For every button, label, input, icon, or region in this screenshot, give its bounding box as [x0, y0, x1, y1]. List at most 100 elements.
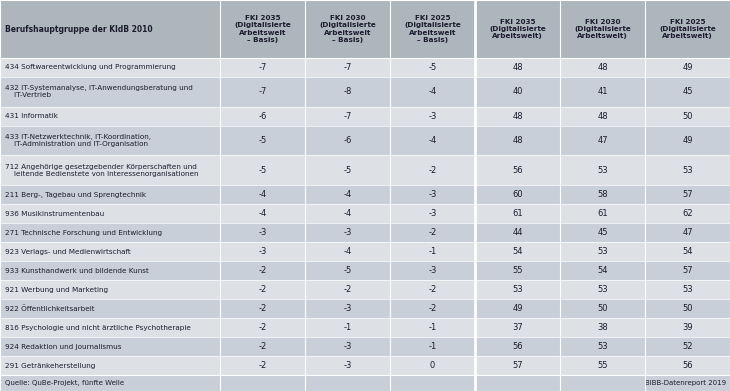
Text: 62: 62 [683, 209, 693, 218]
Text: 933 Kunsthandwerk und bildende Kunst: 933 Kunsthandwerk und bildende Kunst [5, 267, 149, 274]
Text: -3: -3 [429, 190, 437, 199]
Text: -5: -5 [258, 136, 266, 145]
Text: 61: 61 [512, 209, 523, 218]
Text: -7: -7 [343, 112, 352, 121]
Bar [0, 337, 730, 356]
Text: 57: 57 [683, 190, 693, 199]
Bar [0, 204, 730, 223]
Text: 37: 37 [512, 323, 523, 332]
Text: 432 IT-Systemanalyse, IT-Anwendungsberatung und
    IT-Vertrieb: 432 IT-Systemanalyse, IT-Anwendungsberat… [5, 85, 193, 99]
Bar [0, 107, 730, 126]
Text: 48: 48 [512, 112, 523, 121]
Text: 47: 47 [683, 228, 693, 237]
Text: 54: 54 [512, 247, 523, 256]
Text: -4: -4 [343, 247, 352, 256]
Bar [0, 223, 730, 242]
Text: -5: -5 [343, 166, 352, 175]
Text: 47: 47 [597, 136, 608, 145]
Text: -3: -3 [258, 247, 266, 256]
Bar [0, 185, 730, 204]
Text: 48: 48 [597, 112, 608, 121]
Text: 48: 48 [512, 63, 523, 72]
Text: 61: 61 [597, 209, 608, 218]
Text: 57: 57 [512, 361, 523, 370]
Text: 49: 49 [683, 63, 693, 72]
Text: -4: -4 [258, 209, 266, 218]
Text: 48: 48 [512, 136, 523, 145]
Text: 433 IT-Netzwerktechnik, IT-Koordination,
    IT-Administration und IT-Organisati: 433 IT-Netzwerktechnik, IT-Koordination,… [5, 134, 151, 147]
Text: 45: 45 [683, 87, 693, 96]
Text: -1: -1 [343, 323, 352, 332]
Text: -6: -6 [343, 136, 352, 145]
Text: 53: 53 [597, 166, 608, 175]
Text: 53: 53 [597, 285, 608, 294]
Bar [0, 242, 730, 261]
Text: 54: 54 [597, 266, 608, 275]
Bar [0, 126, 730, 155]
Text: -2: -2 [429, 285, 437, 294]
Bar [0, 299, 730, 318]
Bar [0, 356, 730, 375]
Text: 57: 57 [683, 266, 693, 275]
Text: -4: -4 [429, 87, 437, 96]
Bar [0, 280, 730, 299]
Text: -2: -2 [258, 342, 266, 351]
Bar [0, 77, 730, 107]
Text: 55: 55 [512, 266, 523, 275]
Text: 49: 49 [683, 136, 693, 145]
Text: 712 Angehörige gesetzgebender Körperschaften und
    leitende Bedienstete von In: 712 Angehörige gesetzgebender Körperscha… [5, 164, 199, 177]
Text: -2: -2 [258, 285, 266, 294]
Text: Berufshauptgruppe der KldB 2010: Berufshauptgruppe der KldB 2010 [5, 25, 153, 34]
Text: 41: 41 [597, 87, 608, 96]
Text: -2: -2 [429, 166, 437, 175]
Text: -2: -2 [429, 228, 437, 237]
Text: -1: -1 [429, 323, 437, 332]
Text: 49: 49 [512, 304, 523, 313]
Text: -6: -6 [258, 112, 266, 121]
Text: 54: 54 [683, 247, 693, 256]
Text: 39: 39 [683, 323, 693, 332]
Text: FKI 2035
(Digitalisierte
Arbeitswelt): FKI 2035 (Digitalisierte Arbeitswelt) [489, 19, 546, 39]
Text: -3: -3 [429, 112, 437, 121]
Text: 936 Musikinstrumentenbau: 936 Musikinstrumentenbau [5, 210, 104, 217]
Text: 53: 53 [512, 285, 523, 294]
Text: 45: 45 [597, 228, 608, 237]
Text: 434 Softwareentwicklung und Programmierung: 434 Softwareentwicklung und Programmieru… [5, 65, 176, 70]
Text: Quelle: QuBe-Projekt, fünfte Welle: Quelle: QuBe-Projekt, fünfte Welle [5, 380, 124, 386]
Text: 271 Technische Forschung und Entwicklung: 271 Technische Forschung und Entwicklung [5, 230, 162, 235]
Text: 923 Verlags- und Medienwirtschaft: 923 Verlags- und Medienwirtschaft [5, 249, 131, 255]
Text: -1: -1 [429, 247, 437, 256]
Bar [0, 261, 730, 280]
Text: 431 Informatik: 431 Informatik [5, 113, 58, 119]
Text: FKI 2030
(Digitalisierte
Arbeitswelt
– Basis): FKI 2030 (Digitalisierte Arbeitswelt – B… [319, 15, 376, 43]
Text: -3: -3 [258, 228, 266, 237]
Text: 52: 52 [683, 342, 693, 351]
Text: 56: 56 [512, 166, 523, 175]
Text: 924 Redaktion und Journalismus: 924 Redaktion und Journalismus [5, 344, 121, 350]
Text: -2: -2 [258, 361, 266, 370]
Text: -7: -7 [343, 63, 352, 72]
Text: -2: -2 [429, 304, 437, 313]
Text: -4: -4 [258, 190, 266, 199]
Text: 48: 48 [597, 63, 608, 72]
Text: FKI 2035
(Digitalisierte
Arbeitswelt
– Basis): FKI 2035 (Digitalisierte Arbeitswelt – B… [234, 15, 291, 43]
Text: 56: 56 [512, 342, 523, 351]
Text: -3: -3 [343, 228, 352, 237]
Text: -3: -3 [429, 209, 437, 218]
Text: 816 Psychologie und nicht ärztliche Psychotherapie: 816 Psychologie und nicht ärztliche Psyc… [5, 325, 191, 330]
Text: FKI 2030
(Digitalisierte
Arbeitswelt): FKI 2030 (Digitalisierte Arbeitswelt) [574, 19, 631, 39]
Text: -4: -4 [343, 190, 352, 199]
Text: -2: -2 [343, 285, 352, 294]
Text: -5: -5 [343, 266, 352, 275]
Text: -5: -5 [429, 63, 437, 72]
Text: -4: -4 [429, 136, 437, 145]
Text: 922 Öffentlichkeitsarbeit: 922 Öffentlichkeitsarbeit [5, 305, 95, 312]
Text: 44: 44 [512, 228, 523, 237]
Text: 291 Getränkeherstellung: 291 Getränkeherstellung [5, 362, 96, 368]
Text: -5: -5 [258, 166, 266, 175]
Text: 50: 50 [597, 304, 608, 313]
Text: 211 Berg-, Tagebau und Sprengtechnik: 211 Berg-, Tagebau und Sprengtechnik [5, 192, 146, 197]
Text: -7: -7 [258, 87, 266, 96]
Bar [0, 0, 730, 58]
Text: -3: -3 [343, 361, 352, 370]
